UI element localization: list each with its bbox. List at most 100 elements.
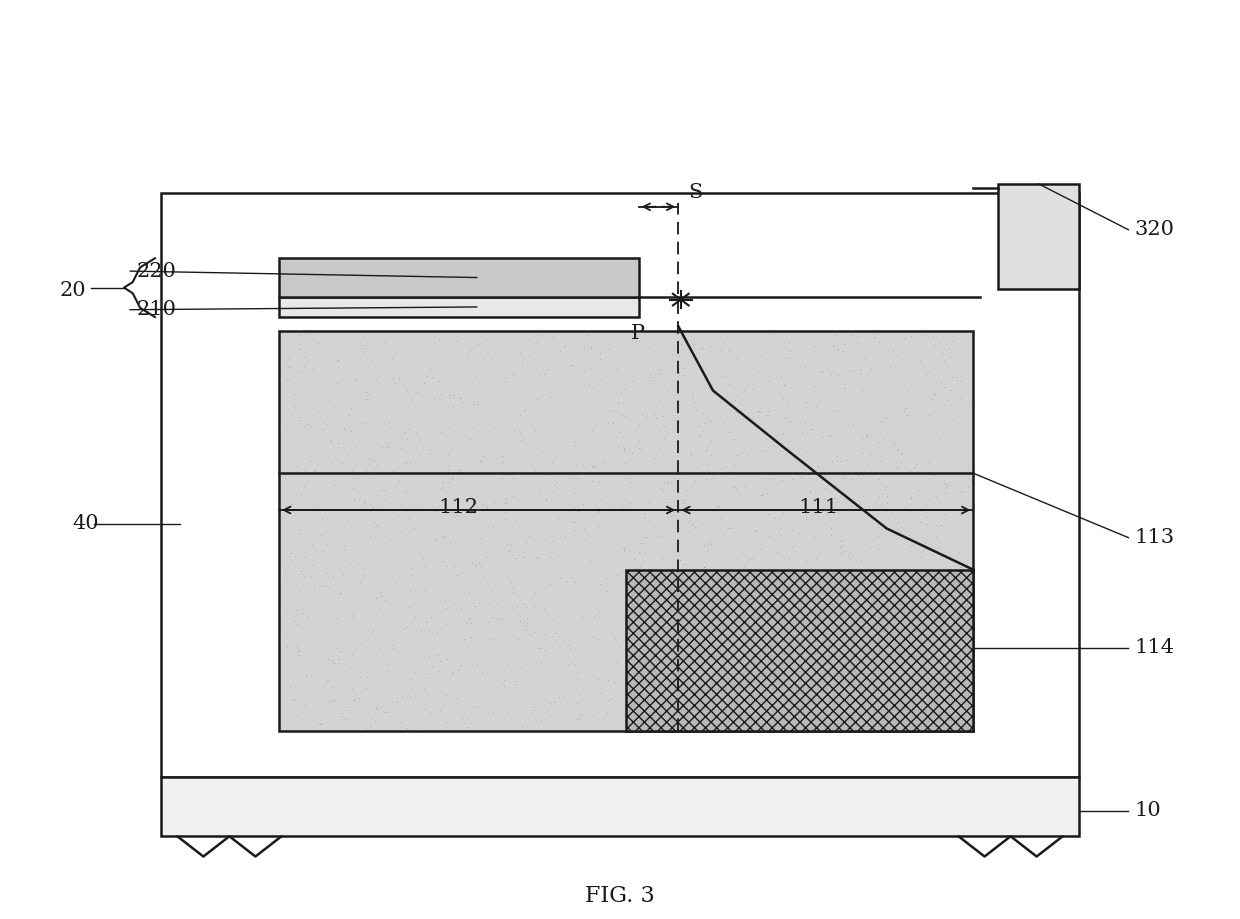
Point — [857, 410, 877, 425]
Point — [298, 611, 317, 626]
Point — [619, 665, 639, 680]
Point — [805, 338, 825, 353]
Point — [439, 626, 459, 641]
Point — [516, 527, 536, 541]
Point — [678, 630, 698, 644]
Point — [868, 519, 888, 534]
Point — [656, 339, 676, 354]
Point — [356, 577, 376, 592]
Point — [301, 668, 321, 683]
Point — [799, 696, 818, 710]
Point — [575, 460, 595, 474]
Point — [334, 596, 353, 610]
Point — [356, 681, 376, 696]
Point — [924, 601, 944, 616]
Point — [892, 456, 911, 471]
Point — [316, 362, 336, 377]
Point — [289, 647, 309, 662]
Point — [649, 441, 668, 456]
Point — [740, 720, 760, 734]
Point — [808, 459, 828, 473]
Point — [725, 665, 745, 680]
Point — [634, 642, 653, 657]
Point — [294, 569, 314, 584]
Point — [749, 403, 769, 418]
Point — [565, 574, 585, 589]
Point — [853, 600, 873, 615]
Point — [419, 665, 439, 680]
Point — [351, 690, 371, 705]
Point — [733, 686, 753, 701]
Point — [564, 515, 584, 529]
Point — [609, 454, 629, 469]
Point — [551, 344, 570, 358]
Point — [825, 547, 844, 562]
Point — [370, 641, 389, 656]
Point — [719, 341, 739, 356]
Point — [315, 438, 335, 453]
Point — [673, 396, 693, 411]
Point — [727, 481, 746, 495]
Point — [714, 335, 734, 350]
Point — [910, 515, 930, 529]
Point — [802, 628, 822, 642]
Point — [517, 618, 537, 633]
Point — [288, 365, 308, 380]
Point — [350, 492, 370, 506]
Point — [812, 365, 832, 380]
Point — [474, 449, 494, 464]
Point — [346, 371, 366, 386]
Point — [342, 610, 362, 625]
Point — [646, 411, 666, 425]
Point — [350, 575, 370, 590]
Point — [466, 369, 486, 383]
Point — [337, 618, 357, 632]
Point — [744, 587, 764, 602]
Point — [427, 625, 446, 640]
Bar — [279, 258, 639, 297]
Point — [780, 403, 800, 417]
Point — [593, 455, 613, 470]
Point — [801, 396, 821, 411]
Point — [532, 444, 552, 459]
Point — [952, 403, 972, 417]
Point — [715, 631, 735, 646]
Point — [887, 460, 906, 474]
Point — [882, 535, 901, 550]
Point — [624, 552, 644, 567]
Point — [365, 398, 384, 413]
Point — [440, 536, 460, 550]
Point — [926, 529, 946, 544]
Point — [424, 391, 444, 406]
Point — [882, 434, 901, 448]
Point — [673, 493, 693, 507]
Point — [520, 349, 539, 364]
Point — [374, 483, 394, 498]
Point — [317, 566, 337, 581]
Point — [590, 346, 610, 360]
Point — [414, 375, 434, 390]
Point — [734, 383, 754, 398]
Point — [556, 574, 575, 589]
Point — [341, 424, 361, 438]
Point — [892, 520, 911, 535]
Point — [740, 552, 760, 567]
Point — [652, 402, 672, 416]
Point — [546, 462, 565, 477]
Point — [708, 582, 728, 596]
Point — [749, 630, 769, 645]
Point — [299, 642, 319, 657]
Point — [884, 620, 904, 635]
Point — [745, 700, 765, 715]
Point — [868, 414, 888, 429]
Point — [446, 690, 466, 705]
Point — [325, 477, 345, 492]
Point — [655, 432, 675, 447]
Point — [547, 475, 567, 490]
Point — [889, 664, 909, 679]
Point — [417, 645, 436, 660]
Point — [388, 508, 408, 523]
Point — [748, 610, 768, 625]
Point — [837, 452, 857, 467]
Point — [692, 539, 712, 554]
